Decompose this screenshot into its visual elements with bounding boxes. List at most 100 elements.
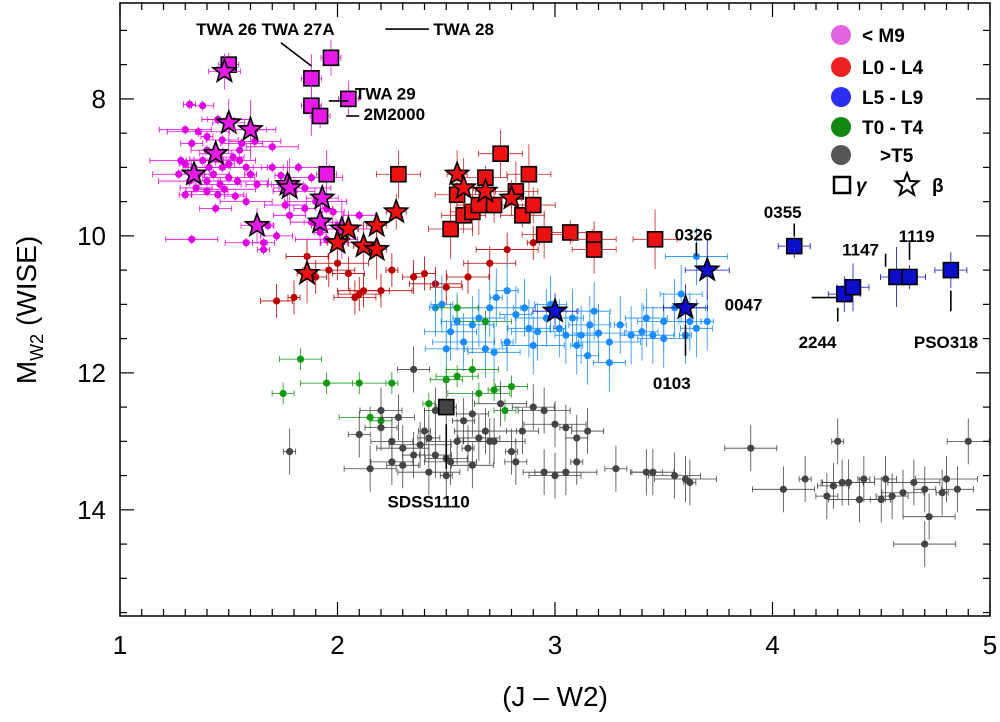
gamma-square-marker <box>585 241 603 258</box>
gamma-square-young_M <box>337 80 359 117</box>
legend-label-t0-t4: T0 - T4 <box>862 118 924 139</box>
data-point-marker <box>410 451 418 459</box>
gamma-square-marker <box>318 165 335 183</box>
beta-star-marker <box>308 183 336 210</box>
data-point-marker <box>199 102 207 110</box>
data-point-T0_T4 <box>487 378 501 401</box>
data-point-marker <box>296 355 305 363</box>
annotation-label: 0326 <box>675 226 713 245</box>
y-axis-title-suffix: (WISE) <box>11 236 42 334</box>
data-point-L0_L4 <box>475 232 539 267</box>
data-point-marker <box>388 458 396 466</box>
data-point-marker <box>420 427 429 435</box>
data-point-marker <box>503 287 511 295</box>
data-point-gt_T5 <box>504 438 528 485</box>
data-point-marker <box>540 406 548 415</box>
data-point-marker <box>425 468 433 476</box>
data-point-marker <box>503 245 511 254</box>
data-point-gt_T5 <box>935 469 949 516</box>
annotation-label: TWA 29 <box>355 84 416 103</box>
beta-star-marker <box>306 207 334 234</box>
data-point-L5_L9 <box>631 306 675 365</box>
data-point-marker <box>520 304 529 312</box>
data-point-gt_T5 <box>874 456 897 503</box>
data-point-marker <box>490 437 498 445</box>
data-point-gt_T5 <box>455 390 489 437</box>
data-point-marker <box>747 444 755 452</box>
data-point-marker <box>279 389 287 398</box>
data-point-gt_T5 <box>523 401 587 448</box>
data-point-marker <box>188 139 196 148</box>
data-point-marker <box>501 406 509 415</box>
data-point-marker <box>181 191 189 199</box>
data-point-L5_L9 <box>624 289 668 348</box>
data-point-marker <box>277 171 285 180</box>
data-point-gt_T5 <box>913 466 937 513</box>
data-point-gt_T5 <box>474 380 528 427</box>
data-point-gt_T5 <box>869 476 893 523</box>
data-point-gt_T5 <box>347 411 371 458</box>
data-point-marker <box>442 471 450 480</box>
data-point-marker <box>301 204 309 213</box>
data-point-marker <box>442 345 450 353</box>
data-point-marker <box>366 465 374 473</box>
data-point-marker <box>584 352 592 360</box>
data-point-marker <box>486 259 494 267</box>
data-point-marker <box>590 307 598 315</box>
data-point-L5_L9 <box>659 265 703 324</box>
legend: < M9 L0 - L4 L5 - L9 T0 - T4 >T5 γ β <box>831 25 944 198</box>
data-point-marker <box>512 458 520 466</box>
beta-star-marker <box>243 211 271 238</box>
beta-star-young_L0_L4 <box>449 157 478 218</box>
data-point-marker <box>468 461 476 469</box>
x-tick-label: 5 <box>983 630 997 660</box>
data-point-L5_L9 <box>424 302 478 361</box>
beta-star-young_L0_L4 <box>334 211 363 248</box>
data-point-marker <box>460 338 468 346</box>
gamma-square-marker <box>535 226 553 243</box>
y-axis-title-main: M <box>11 361 42 384</box>
data-point-marker <box>605 358 613 367</box>
data-point-gt_T5 <box>534 449 598 496</box>
data-point-L0_L4 <box>287 280 301 315</box>
data-point-marker <box>312 273 320 281</box>
data-point-marker <box>518 427 526 435</box>
data-point-gt_T5 <box>359 387 403 434</box>
data-point-marker <box>399 461 407 469</box>
data-point-marker <box>888 492 896 500</box>
gamma-square-young_L0_L4 <box>506 144 552 205</box>
data-point-marker <box>577 331 585 339</box>
data-point-marker <box>899 489 907 497</box>
data-point-marker <box>344 269 352 278</box>
y-tick-label: 8 <box>92 84 106 114</box>
beta-star-marker <box>362 235 391 262</box>
data-point-marker <box>209 170 218 178</box>
data-point-marker <box>529 403 537 411</box>
y-axis-title-sub: W2 <box>27 334 47 361</box>
data-point-gt_T5 <box>798 456 812 503</box>
data-point-L5_L9 <box>424 319 468 378</box>
data-point-marker <box>453 437 461 445</box>
data-point-marker <box>882 475 890 483</box>
data-point-marker <box>829 482 838 490</box>
data-point-marker <box>286 448 294 456</box>
data-point-marker <box>453 372 461 380</box>
data-point-marker <box>325 266 333 274</box>
data-point-marker <box>425 400 433 408</box>
data-point-gt_T5 <box>831 418 845 465</box>
data-point-marker <box>649 331 657 339</box>
data-point-marker <box>671 471 679 480</box>
x-tick-label: 3 <box>548 630 562 660</box>
data-point-gt_T5 <box>381 394 415 441</box>
data-point-marker <box>801 475 809 483</box>
field-points-layer <box>149 99 990 568</box>
data-point-marker <box>253 180 261 189</box>
data-point-marker <box>203 187 211 195</box>
data-point-marker <box>475 314 483 322</box>
beta-star-young_M <box>303 198 337 247</box>
data-point-marker <box>218 163 226 171</box>
data-point-lt_M9 <box>192 184 256 195</box>
data-point-marker <box>329 208 337 216</box>
data-point-L5_L9 <box>700 292 714 351</box>
data-point-gt_T5 <box>857 456 871 503</box>
